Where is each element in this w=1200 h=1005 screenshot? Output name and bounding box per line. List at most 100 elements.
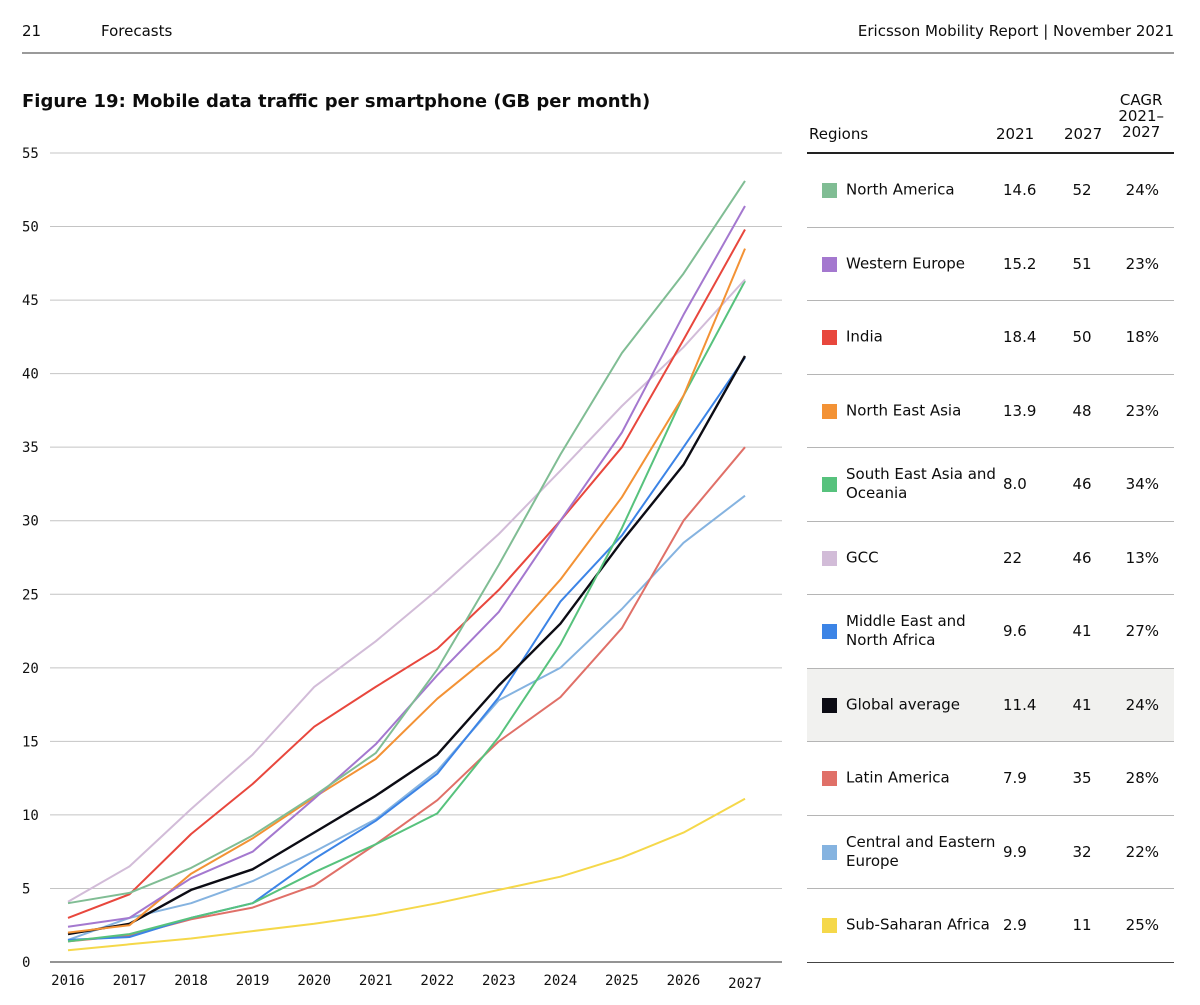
y-axis-ticks: 0 5 10 15 20 25 30 35 40 45 50 55: [22, 146, 39, 971]
legend-row: Central and Eastern Europe 9.9 32 22%: [807, 816, 1174, 889]
x-tick-label: 2021: [359, 973, 393, 989]
y-tick-label: 55: [22, 146, 39, 162]
value-2027: 46: [1072, 548, 1092, 567]
value-cagr: 28%: [1125, 769, 1159, 788]
header-cagr-line3: 2027: [1122, 123, 1161, 141]
y-tick-label: 40: [22, 367, 39, 383]
header-regions: Regions: [809, 125, 869, 143]
value-cagr: 22%: [1125, 842, 1159, 861]
value-cagr: 34%: [1125, 475, 1159, 494]
x-tick-label: 2018: [174, 973, 208, 989]
y-tick-label: 25: [22, 587, 39, 603]
value-2021: 11.4: [1003, 695, 1037, 714]
series-line-middle-east-and-north-africa: [67, 356, 746, 941]
value-2021: 2.9: [1003, 916, 1027, 935]
series-line-north-east-asia: [67, 248, 746, 934]
y-tick-label: 30: [22, 514, 39, 530]
y-tick-label: 35: [22, 440, 39, 456]
y-tick-label: 5: [22, 881, 30, 897]
value-2027: 32: [1072, 842, 1092, 861]
legend-swatch: [822, 697, 837, 713]
region-name: Middle East and North Africa: [846, 612, 966, 650]
legend-swatch: [822, 771, 837, 786]
legend-row: South East Asia and Oceania 8.0 46 34%: [807, 448, 1174, 522]
header-cagr-line1: CAGR: [1119, 91, 1163, 109]
x-tick-label: 2019: [236, 973, 270, 989]
header-cagr: CAGR 2021– 2027: [1118, 92, 1164, 140]
region-name: Western Europe: [846, 254, 966, 273]
legend-swatch: [822, 844, 837, 860]
series-line-north-america: [67, 180, 746, 905]
y-tick-label: 45: [22, 293, 39, 309]
x-tick-label: 2027: [728, 976, 762, 992]
header-2027: 2027: [1064, 125, 1103, 143]
x-tick-label: 2024: [544, 973, 578, 989]
value-cagr: 27%: [1125, 622, 1159, 641]
legend-table: Regions 2021 2027 CAGR 2021– 2027 North …: [807, 92, 1174, 963]
figure-title: Figure 19: Mobile data traffic per smart…: [22, 91, 651, 112]
value-2027: 35: [1072, 769, 1092, 788]
series-line-sub-saharan-africa: [67, 797, 746, 952]
value-2027: 46: [1072, 475, 1092, 494]
series-line-india: [67, 229, 746, 919]
value-2021: 14.6: [1003, 181, 1037, 200]
page-number: 21: [22, 22, 42, 40]
x-tick-label: 2016: [51, 973, 85, 989]
value-2027: 50: [1072, 328, 1092, 347]
legend-row: GCC 22 46 13%: [807, 522, 1174, 595]
header-cagr-line2: 2021–: [1118, 107, 1164, 125]
section-title: Forecasts: [101, 22, 173, 40]
series-line-gcc: [67, 278, 746, 903]
y-tick-label: 10: [22, 808, 39, 824]
legend-row: North East Asia 13.9 48 23%: [807, 375, 1174, 448]
region-name: Sub-Saharan Africa: [846, 915, 990, 934]
value-2027: 52: [1072, 181, 1092, 200]
legend-row: Global average 11.4 41 24%: [807, 668, 1174, 742]
region-name: GCC: [846, 548, 879, 567]
value-cagr: 13%: [1125, 548, 1159, 567]
x-tick-label: 2017: [113, 973, 147, 989]
y-tick-label: 50: [22, 220, 39, 236]
legend-swatch: [822, 403, 837, 419]
legend-swatch: [822, 183, 837, 198]
x-tick-label: 2023: [482, 973, 516, 989]
region-name: Central and Eastern Europe: [846, 832, 996, 870]
value-2021: 15.2: [1003, 254, 1037, 273]
legend-row: India 18.4 50 18%: [807, 301, 1174, 375]
region-name: India: [846, 327, 883, 346]
value-2027: 51: [1072, 254, 1092, 273]
value-cagr: 23%: [1125, 401, 1159, 420]
series-line-latin-america: [67, 446, 746, 943]
value-2021: 13.9: [1003, 401, 1037, 420]
legend-row: Western Europe 15.2 51 23%: [807, 228, 1174, 301]
legend-swatch: [822, 918, 837, 933]
value-2027: 11: [1072, 916, 1092, 935]
legend-row: North America 14.6 52 24%: [807, 154, 1174, 228]
value-2021: 9.6: [1003, 622, 1027, 641]
legend-swatch: [822, 477, 837, 492]
y-tick-label: 0: [22, 955, 30, 971]
report-title: Ericsson Mobility Report | November 2021: [857, 22, 1174, 40]
page-header: 21 Forecasts Ericsson Mobility Report | …: [22, 0, 1174, 54]
legend-row: Latin America 7.9 35 28%: [807, 742, 1174, 816]
region-name: Latin America: [846, 768, 950, 787]
x-tick-label: 2026: [667, 973, 701, 989]
y-tick-label: 15: [22, 734, 39, 750]
x-tick-label: 2025: [605, 973, 639, 989]
value-2027: 48: [1072, 401, 1092, 420]
legend-header: Regions 2021 2027 CAGR 2021– 2027: [807, 92, 1174, 154]
region-name: Global average: [846, 695, 961, 714]
x-axis-ticks: 2016 2017 2018 2019 2020 2021 2022 2023 2024 2025…: [51, 973, 762, 992]
y-tick-label: 20: [22, 661, 39, 677]
value-cagr: 24%: [1125, 695, 1159, 714]
value-2021: 22: [1003, 548, 1023, 567]
value-2027: 41: [1072, 695, 1092, 714]
series-line-global-average: [67, 355, 747, 936]
value-cagr: 24%: [1125, 181, 1159, 200]
value-2021: 8.0: [1003, 475, 1027, 494]
legend-swatch: [822, 624, 837, 639]
value-2021: 18.4: [1003, 328, 1037, 347]
value-cagr: 23%: [1125, 254, 1159, 273]
legend-rows: North America 14.6 52 24% Western Europe 15.2…: [807, 154, 1174, 963]
